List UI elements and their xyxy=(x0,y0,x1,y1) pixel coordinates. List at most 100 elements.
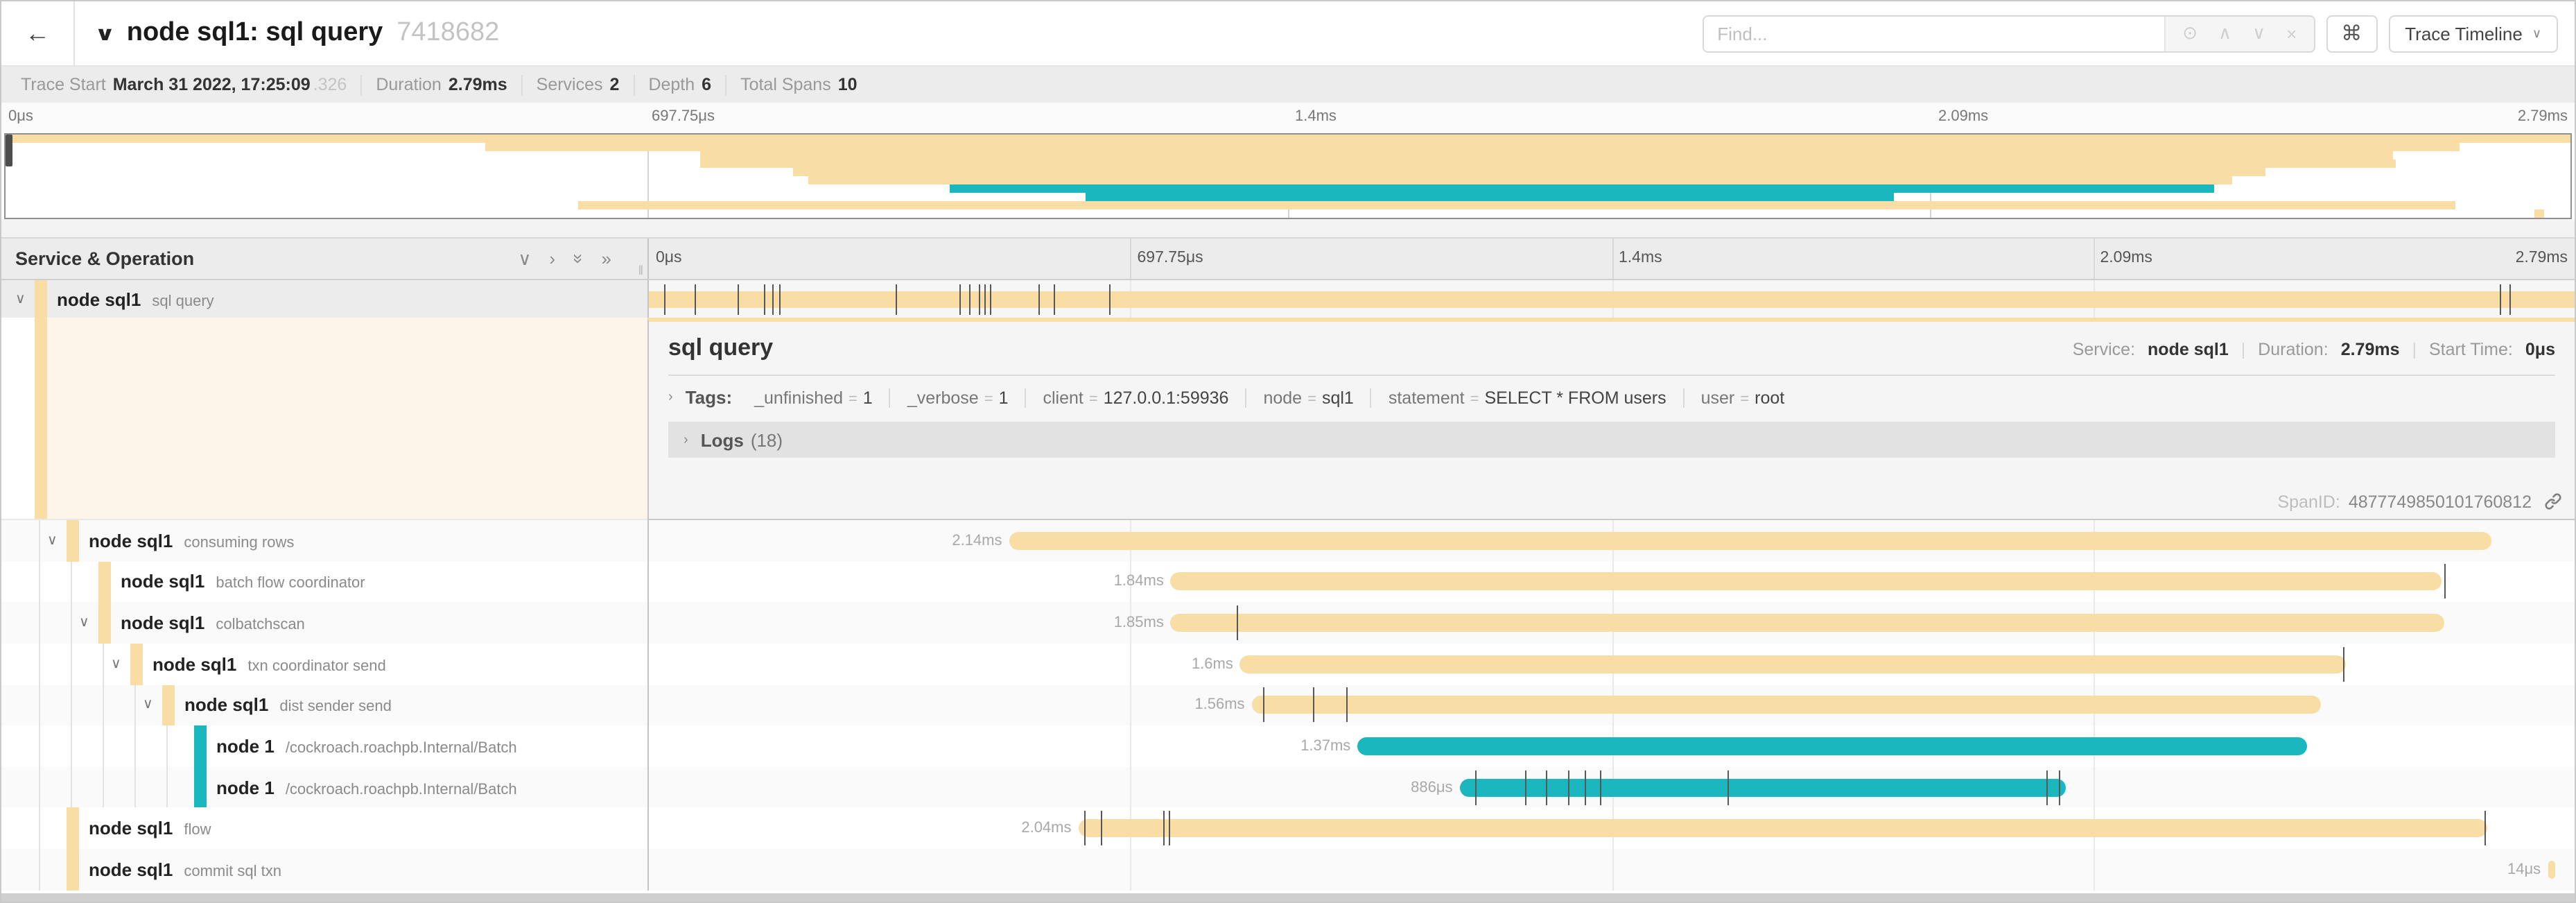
tags-accordion[interactable]: › Tags: _unfinished = 1 _verbose = 1 client = 12… xyxy=(668,376,2555,419)
time-tick-label: 2.79ms xyxy=(2517,108,2568,125)
clear-icon[interactable]: × xyxy=(2286,23,2297,44)
span-expander-icon[interactable]: ∨ xyxy=(143,697,153,713)
span-bar[interactable] xyxy=(1357,737,2307,756)
equals-sign: = xyxy=(1740,390,1750,407)
timeline-gridline xyxy=(1130,685,1132,726)
ruler-divider xyxy=(1612,239,1613,279)
span-row: node 1/cockroach.roachpb.Internal/Batch 1… xyxy=(1,725,2575,767)
timeline-gridline xyxy=(1130,602,1132,644)
span-bar-cell[interactable]: 1.56ms xyxy=(647,685,2575,726)
minimap-span-strip xyxy=(485,143,2460,151)
span-bar[interactable] xyxy=(1170,614,2444,633)
tag-value: 1 xyxy=(862,388,873,407)
view-selector-button[interactable]: Trace Timeline ∨ xyxy=(2388,15,2558,52)
tag-key: client xyxy=(1043,388,1084,407)
collapse-all-icon[interactable]: » xyxy=(568,253,589,264)
minimap-span-strip xyxy=(1085,193,1894,201)
span-bar-cell[interactable]: 1.84ms xyxy=(647,561,2575,603)
deep-link-icon[interactable] xyxy=(2544,492,2562,510)
find-input[interactable] xyxy=(1703,16,2165,51)
divider xyxy=(668,375,2555,376)
span-bar[interactable] xyxy=(1239,655,2346,673)
equals-sign: = xyxy=(984,390,993,407)
column-resize-handle[interactable]: ‖ xyxy=(638,264,643,277)
span-log-marker xyxy=(895,284,897,314)
time-tick-label: 1.4ms xyxy=(1619,250,1662,266)
span-operation-name: consuming rows xyxy=(184,534,295,551)
span-tree-item[interactable]: ∨ node sql1 dist sender send xyxy=(1,685,647,726)
span-bar-cell[interactable]: 1.6ms xyxy=(647,643,2575,685)
minimap-span-strip xyxy=(808,176,2232,184)
span-expander-icon[interactable]: ∨ xyxy=(47,533,58,549)
span-bar-cell[interactable]: 886μs xyxy=(647,766,2575,808)
span-bar-cell[interactable]: 14μs xyxy=(647,849,2575,891)
span-bar[interactable] xyxy=(1078,819,2488,838)
bottom-scroll-track[interactable] xyxy=(1,893,2575,902)
span-bar[interactable] xyxy=(1009,531,2492,550)
trace-title-area: ∨ node sql1: sql query 7418682 xyxy=(75,18,1702,49)
span-tree-item[interactable]: node sql1 commit sql txn xyxy=(1,849,647,891)
tag-item: statement = SELECT * FROM users xyxy=(1370,388,1683,407)
timeline-gridline xyxy=(1130,725,1132,767)
span-expander-icon[interactable]: ∨ xyxy=(79,615,89,631)
span-log-marker xyxy=(1169,811,1171,846)
detail-meta-value: node sql1 xyxy=(2148,340,2229,359)
expand-one-icon[interactable]: › xyxy=(549,248,556,269)
minimap-span-strip xyxy=(6,135,2570,143)
span-log-marker xyxy=(1108,284,1111,314)
tag-key: node xyxy=(1263,388,1303,407)
span-log-marker xyxy=(1567,770,1569,805)
span-bar[interactable] xyxy=(2548,860,2556,879)
time-tick-label: 1.4ms xyxy=(1295,108,1337,125)
minimap-scrubber-handle[interactable] xyxy=(6,135,12,166)
span-bar[interactable] xyxy=(1459,778,2066,797)
span-tree-item[interactable]: node 1/cockroach.roachpb.Internal/Batch xyxy=(1,766,647,808)
span-bar-cell[interactable]: 2.04ms xyxy=(647,807,2575,850)
span-bar[interactable] xyxy=(1251,696,2321,714)
span-detail-title: sql query xyxy=(668,334,774,361)
tag-item: _unfinished = 1 xyxy=(738,388,889,407)
logs-accordion[interactable]: › Logs (18) xyxy=(668,422,2555,458)
minimap-gridline xyxy=(647,135,648,218)
span-tree-item[interactable]: ∨ node sql1 sql query xyxy=(1,280,647,318)
span-tree-item[interactable]: ∨ node sql1 colbatchscan xyxy=(1,602,647,644)
span-bar-cell[interactable]: 1.37ms xyxy=(647,725,2575,767)
span-log-marker xyxy=(695,284,697,314)
collapse-one-icon[interactable]: ∨ xyxy=(518,248,532,268)
next-result-icon[interactable]: ∨ xyxy=(2252,22,2266,43)
span-detail-meta: Service: node sql1 | Duration: 2.79ms | Start … xyxy=(2073,340,2555,359)
span-tree-item[interactable]: node sql1 flow xyxy=(1,807,647,850)
collapse-header-icon[interactable]: ∨ xyxy=(94,22,116,44)
span-color-accent xyxy=(98,602,111,644)
expand-all-icon[interactable]: » xyxy=(601,248,611,269)
tag-key: _verbose xyxy=(907,388,979,407)
span-log-marker xyxy=(1263,687,1265,723)
span-tree-item[interactable]: node sql1 batch flow coordinator xyxy=(1,561,647,603)
span-bar-cell[interactable]: 2.14ms xyxy=(647,520,2575,562)
span-bar[interactable] xyxy=(649,291,2575,307)
locate-icon[interactable]: ⊙ xyxy=(2182,22,2198,43)
chevron-right-icon: › xyxy=(684,432,688,447)
span-bar-cell[interactable] xyxy=(647,280,2575,318)
span-expander-icon[interactable]: ∨ xyxy=(111,656,121,672)
span-tree-item[interactable]: node 1/cockroach.roachpb.Internal/Batch xyxy=(1,725,647,767)
keyboard-shortcuts-button[interactable]: ⌘ xyxy=(2326,15,2378,52)
time-tick-label: 0μs xyxy=(8,108,33,125)
meta-divider: | xyxy=(2240,340,2246,359)
minimap-span-strip xyxy=(577,201,2455,209)
timeline-gridline xyxy=(1130,643,1132,685)
tag-item: node = sql1 xyxy=(1245,388,1370,407)
detail-meta-label: Start Time: xyxy=(2429,340,2513,359)
span-expander-icon[interactable]: ∨ xyxy=(15,291,26,307)
timeline-gridline xyxy=(1130,561,1132,603)
trace-info-label: Depth xyxy=(648,75,695,94)
prev-result-icon[interactable]: ∧ xyxy=(2218,22,2232,43)
timeline-minimap[interactable] xyxy=(4,133,2572,219)
back-button[interactable]: ← xyxy=(1,1,75,65)
span-log-marker xyxy=(2499,284,2501,314)
span-tree-item[interactable]: ∨ node sql1 consuming rows xyxy=(1,520,647,562)
span-bar[interactable] xyxy=(1170,572,2442,591)
span-bar-cell[interactable]: 1.85ms xyxy=(647,602,2575,644)
ruler-divider xyxy=(2093,239,2095,279)
span-tree-item[interactable]: ∨ node sql1 txn coordinator send xyxy=(1,643,647,685)
